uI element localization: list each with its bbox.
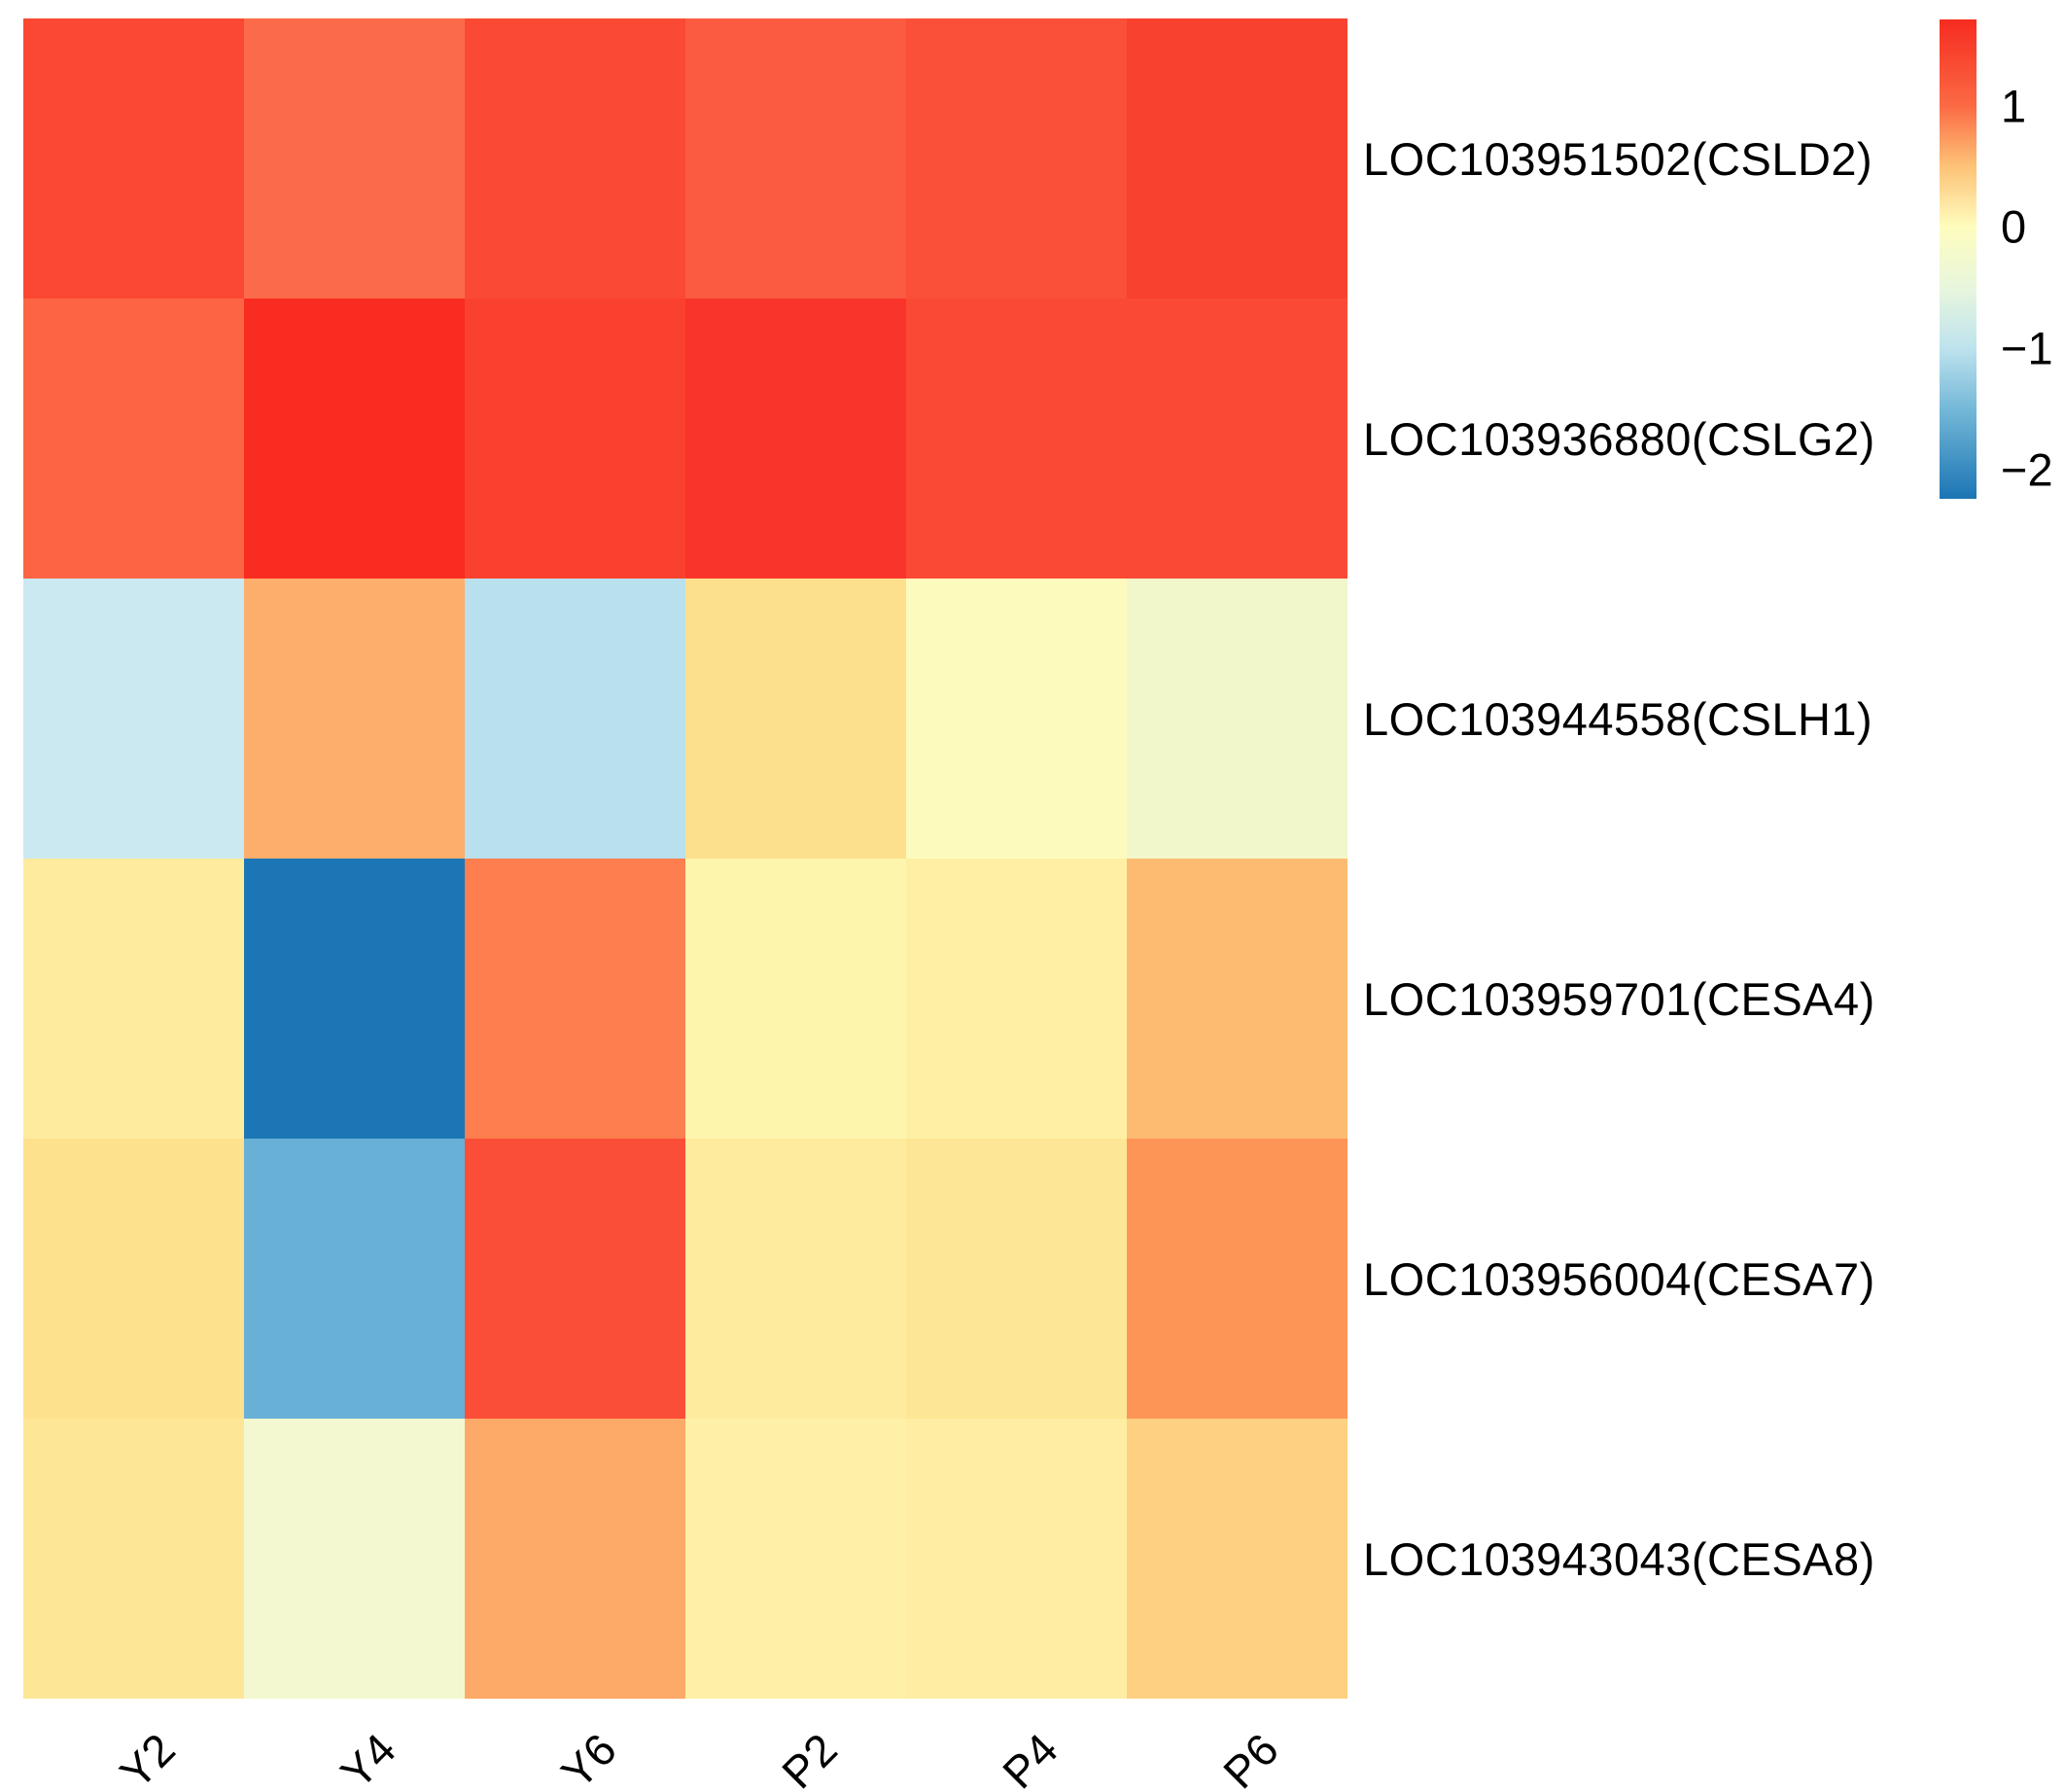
heatmap-cell — [244, 18, 465, 299]
heatmap-cell — [906, 1139, 1127, 1419]
heatmap-cell — [465, 18, 685, 299]
row-label: LOC103959701(CESA4) — [1363, 972, 1875, 1025]
colorbar-tick-label: −2 — [2001, 443, 2053, 496]
heatmap-cell — [1127, 18, 1347, 299]
heatmap-cell — [244, 299, 465, 579]
colorbar-tick-label: 0 — [2001, 200, 2027, 253]
row-label: LOC103944558(CSLH1) — [1363, 692, 1873, 745]
heatmap-cell — [906, 1419, 1127, 1699]
heatmap-grid — [23, 18, 1347, 1699]
heatmap-cell — [906, 859, 1127, 1139]
heatmap-cell — [465, 1139, 685, 1419]
column-label: Y2 — [110, 1723, 185, 1792]
heatmap-cell — [23, 1419, 244, 1699]
heatmap-cell — [1127, 299, 1347, 579]
colorbar-tick-label: −1 — [2001, 322, 2053, 374]
heatmap-cell — [23, 18, 244, 299]
heatmap-cell — [1127, 579, 1347, 859]
heatmap-cell — [244, 579, 465, 859]
heatmap-cell — [465, 579, 685, 859]
heatmap-cell — [685, 579, 906, 859]
row-label: LOC103943043(CESA8) — [1363, 1532, 1875, 1585]
heatmap-cell — [23, 1139, 244, 1419]
heatmap-cell — [906, 299, 1127, 579]
heatmap-cell — [685, 18, 906, 299]
column-label: Y4 — [331, 1723, 405, 1792]
heatmap-cell — [685, 1419, 906, 1699]
column-label: P4 — [993, 1723, 1067, 1792]
heatmap-cell — [1127, 859, 1347, 1139]
heatmap-cell — [465, 299, 685, 579]
heatmap-cell — [465, 859, 685, 1139]
heatmap-cell — [685, 859, 906, 1139]
column-label: P2 — [772, 1723, 847, 1792]
heatmap-cell — [1127, 1139, 1347, 1419]
heatmap-cell — [685, 1139, 906, 1419]
heatmap-cell — [244, 1139, 465, 1419]
heatmap-cell — [1127, 1419, 1347, 1699]
heatmap-cell — [906, 18, 1127, 299]
heatmap-cell — [244, 1419, 465, 1699]
column-label: Y6 — [551, 1723, 626, 1792]
heatmap-cell — [906, 579, 1127, 859]
heatmap-cell — [23, 299, 244, 579]
column-label: P6 — [1213, 1723, 1288, 1792]
row-label: LOC103936880(CSLG2) — [1363, 412, 1875, 465]
heatmap-cell — [244, 859, 465, 1139]
colorbar-gradient — [1940, 19, 1977, 499]
heatmap-cell — [23, 859, 244, 1139]
heatmap-cell — [23, 579, 244, 859]
row-label: LOC103956004(CESA7) — [1363, 1252, 1875, 1305]
row-label: LOC103951502(CSLD2) — [1363, 132, 1873, 185]
heatmap-cell — [465, 1419, 685, 1699]
colorbar-tick-label: 1 — [2001, 80, 2027, 132]
heatmap-cell — [685, 299, 906, 579]
